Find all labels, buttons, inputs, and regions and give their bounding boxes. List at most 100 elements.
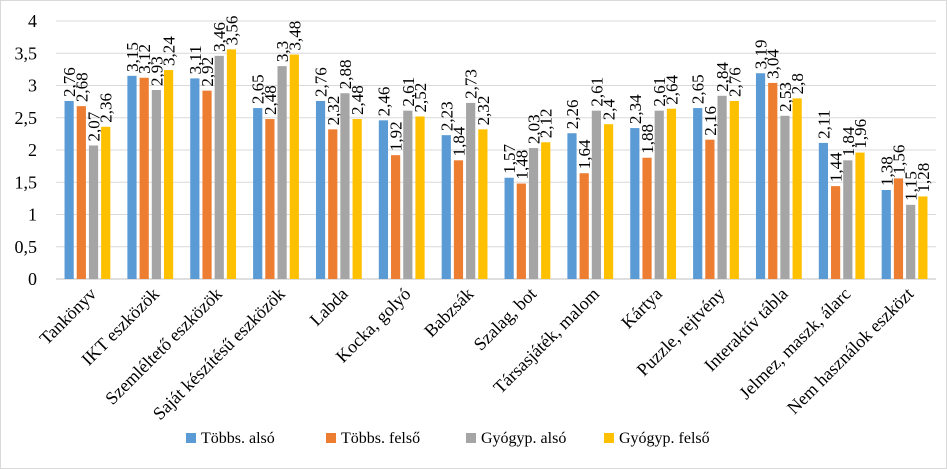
y-tick-label: 2,5	[15, 108, 38, 128]
bar	[328, 129, 338, 279]
bar	[642, 157, 652, 279]
x-category-label: Kártya	[617, 284, 666, 333]
data-label: 1,48	[512, 150, 531, 180]
bar	[315, 100, 326, 279]
legend-swatch	[466, 433, 476, 443]
x-category-label: Tankönyv	[35, 284, 100, 349]
y-tick-label: 4	[28, 11, 37, 31]
bar	[127, 75, 137, 279]
bar	[391, 155, 401, 279]
y-tick-label: 0,5	[15, 237, 38, 257]
data-label: 1,96	[851, 119, 870, 149]
data-label: 1,28	[914, 163, 933, 193]
data-label: 1,64	[575, 139, 594, 169]
x-category-label: Jelmez, maszk, álarc	[735, 284, 854, 403]
data-label: 1,44	[827, 152, 846, 182]
bar	[567, 133, 577, 279]
bar	[253, 108, 263, 279]
data-label: 2,52	[411, 83, 430, 113]
x-category-label: Szemléltető eszközök	[101, 284, 226, 409]
bar	[352, 119, 362, 279]
data-label: 3,04	[764, 49, 783, 79]
x-category-label: Labda	[306, 284, 352, 330]
bar	[579, 173, 589, 279]
data-label: 2,88	[336, 59, 355, 89]
data-label: 2,65	[689, 74, 708, 104]
data-label: 2,07	[85, 111, 104, 141]
data-label: 3,48	[285, 21, 304, 51]
data-label: 2,73	[462, 69, 481, 99]
x-category-label: Nem használok eszközt	[783, 284, 917, 418]
bar	[202, 90, 212, 279]
data-label: 2,12	[537, 109, 556, 139]
bar	[101, 126, 111, 279]
y-tick-label: 2	[28, 140, 37, 160]
legend-label: Többs. alsó	[201, 430, 275, 447]
data-label: 2,61	[650, 77, 669, 107]
data-label: 1,88	[638, 124, 657, 154]
y-tick-label: 0	[28, 269, 37, 289]
data-label: 2,03	[525, 114, 544, 144]
data-label: 3,24	[160, 36, 179, 66]
data-label: 2,64	[662, 74, 681, 104]
bar	[780, 115, 790, 279]
data-label: 1,15	[902, 171, 921, 201]
bar	[603, 124, 614, 279]
data-label: 2,16	[701, 106, 720, 136]
bar	[163, 70, 174, 280]
bar	[881, 189, 891, 279]
bar	[792, 98, 802, 280]
data-label: 2,8	[788, 73, 807, 94]
bar	[277, 66, 287, 280]
bar	[139, 77, 149, 279]
bar	[478, 129, 488, 279]
data-label: 1,38	[877, 156, 896, 186]
bar	[466, 102, 476, 279]
bar	[528, 148, 539, 279]
data-label: 3,19	[752, 39, 771, 69]
data-label: 3,46	[210, 22, 229, 52]
data-label: 2,76	[60, 67, 79, 97]
x-category-label: Társasjáték, malom	[489, 284, 603, 398]
x-category-label: Babzsák	[420, 284, 477, 341]
bar	[64, 100, 74, 279]
legend-swatch	[326, 433, 336, 443]
data-label: 2,36	[97, 93, 116, 123]
bar	[516, 183, 526, 279]
data-label: 3,11	[186, 45, 205, 74]
bar	[378, 120, 389, 279]
data-label: 2,32	[324, 96, 343, 126]
bar	[893, 178, 904, 279]
data-label: 2,46	[374, 87, 393, 117]
bar	[214, 55, 224, 279]
bar	[630, 128, 640, 279]
bar	[591, 110, 601, 279]
legend-swatch	[186, 433, 196, 443]
data-label: 3,12	[135, 44, 154, 74]
legend-swatch	[604, 433, 614, 443]
bar	[403, 110, 413, 279]
bar	[76, 106, 86, 279]
data-label: 2,61	[587, 77, 606, 107]
bar	[340, 93, 350, 280]
bar	[843, 160, 853, 279]
bar	[654, 110, 664, 279]
bar	[693, 108, 703, 279]
bar	[918, 196, 928, 279]
bar	[729, 100, 739, 279]
data-label: 1,92	[387, 121, 406, 151]
legend-label: Gyógyp. alsó	[481, 430, 566, 447]
bar	[768, 82, 778, 279]
bar	[755, 73, 766, 280]
data-label: 2,11	[814, 110, 833, 139]
data-label: 2,84	[713, 62, 732, 92]
y-tick-label: 3,5	[15, 43, 38, 63]
data-label: 1,57	[500, 143, 519, 173]
data-label: 1,84	[839, 126, 858, 156]
legend-label: Többs. felső	[341, 430, 420, 447]
bar	[666, 108, 677, 279]
bar	[831, 186, 841, 279]
bar	[906, 204, 916, 279]
